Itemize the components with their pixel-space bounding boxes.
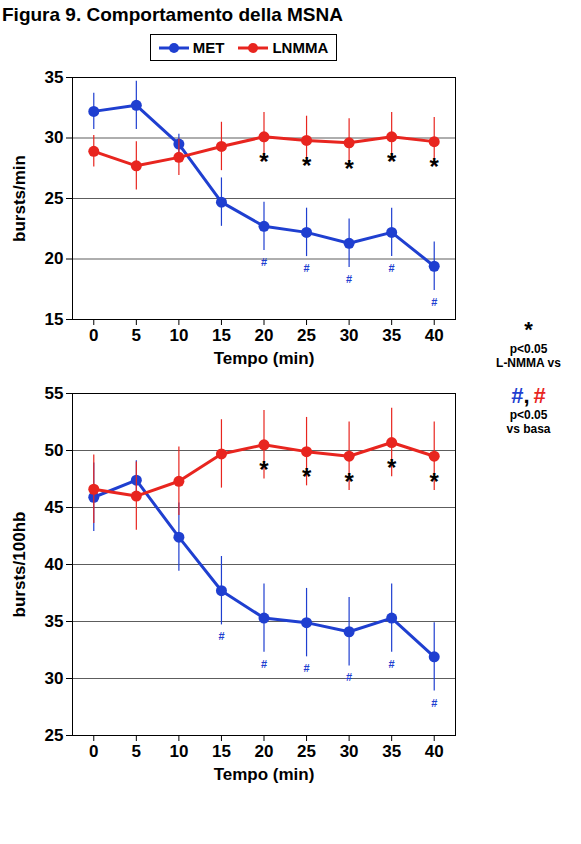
svg-text:25: 25 <box>45 189 64 208</box>
svg-text:35: 35 <box>382 326 401 345</box>
svg-text:5: 5 <box>132 326 141 345</box>
html-text:L-NMMA vs: L-NMMA vs <box>496 356 561 370</box>
svg-text:#: # <box>431 296 437 308</box>
svg-text:#: # <box>261 256 267 268</box>
html-text:MET: MET <box>192 39 225 56</box>
svg-text:30: 30 <box>45 669 64 688</box>
svg-text:20: 20 <box>45 249 64 268</box>
svg-text:25: 25 <box>297 326 316 345</box>
svg-text:*: * <box>259 456 269 483</box>
svg-text:35: 35 <box>382 742 401 761</box>
svg-text:25: 25 <box>45 726 64 745</box>
svg-text:10: 10 <box>169 742 188 761</box>
html-text:p<0.05: p<0.05 <box>509 408 548 422</box>
svg-text:#: # <box>261 658 267 670</box>
svg-text:*: * <box>302 463 312 490</box>
svg-text:#: # <box>346 671 352 683</box>
svg-text:0: 0 <box>89 742 98 761</box>
html-text:LNMMA: LNMMA <box>272 39 329 56</box>
svg-text:30: 30 <box>340 742 359 761</box>
svg-text:55: 55 <box>45 384 64 403</box>
svg-text:*: * <box>344 155 354 182</box>
svg-text:*: * <box>387 454 397 481</box>
svg-text:25: 25 <box>297 742 316 761</box>
svg-text:0: 0 <box>89 326 98 345</box>
svg-text:#: # <box>303 262 309 274</box>
svg-text:15: 15 <box>45 310 64 329</box>
svg-text:bursts/100hb: bursts/100hb <box>10 512 29 618</box>
html-text:p<0.05: p<0.05 <box>509 342 548 356</box>
svg-text:#: # <box>389 262 395 274</box>
svg-text:15: 15 <box>212 742 231 761</box>
svg-text:#: # <box>431 697 437 709</box>
svg-text:*: * <box>387 148 397 175</box>
svg-text:15: 15 <box>212 326 231 345</box>
svg-text:10: 10 <box>169 326 188 345</box>
svg-text:*: * <box>302 152 312 179</box>
svg-text:5: 5 <box>132 742 141 761</box>
svg-text:40: 40 <box>425 326 444 345</box>
svg-text:*: * <box>344 468 354 495</box>
svg-text:*: * <box>430 468 440 495</box>
svg-text:bursts/min: bursts/min <box>10 155 29 242</box>
html-text:vs basa: vs basa <box>506 422 551 436</box>
svg-text:#: # <box>389 658 395 670</box>
svg-text:35: 35 <box>45 612 64 631</box>
svg-text:35: 35 <box>45 68 64 87</box>
svg-text:20: 20 <box>255 326 274 345</box>
svg-text:Tempo (min): Tempo (min) <box>214 765 315 784</box>
svg-text:40: 40 <box>425 742 444 761</box>
svg-text:50: 50 <box>45 441 64 460</box>
svg-text:#: # <box>218 630 224 642</box>
html-text:Figura 9. Comportamento della: Figura 9. Comportamento della MSNA <box>2 4 343 25</box>
svg-text:30: 30 <box>45 128 64 147</box>
svg-text:Tempo (min): Tempo (min) <box>214 349 315 368</box>
svg-text:#: # <box>346 273 352 285</box>
svg-text:40: 40 <box>45 555 64 574</box>
svg-text:*: * <box>430 153 440 180</box>
svg-text:*: * <box>259 148 269 175</box>
svg-text:45: 45 <box>45 498 64 517</box>
svg-text:20: 20 <box>255 742 274 761</box>
svg-text:30: 30 <box>340 326 359 345</box>
svg-text:#: # <box>303 662 309 674</box>
